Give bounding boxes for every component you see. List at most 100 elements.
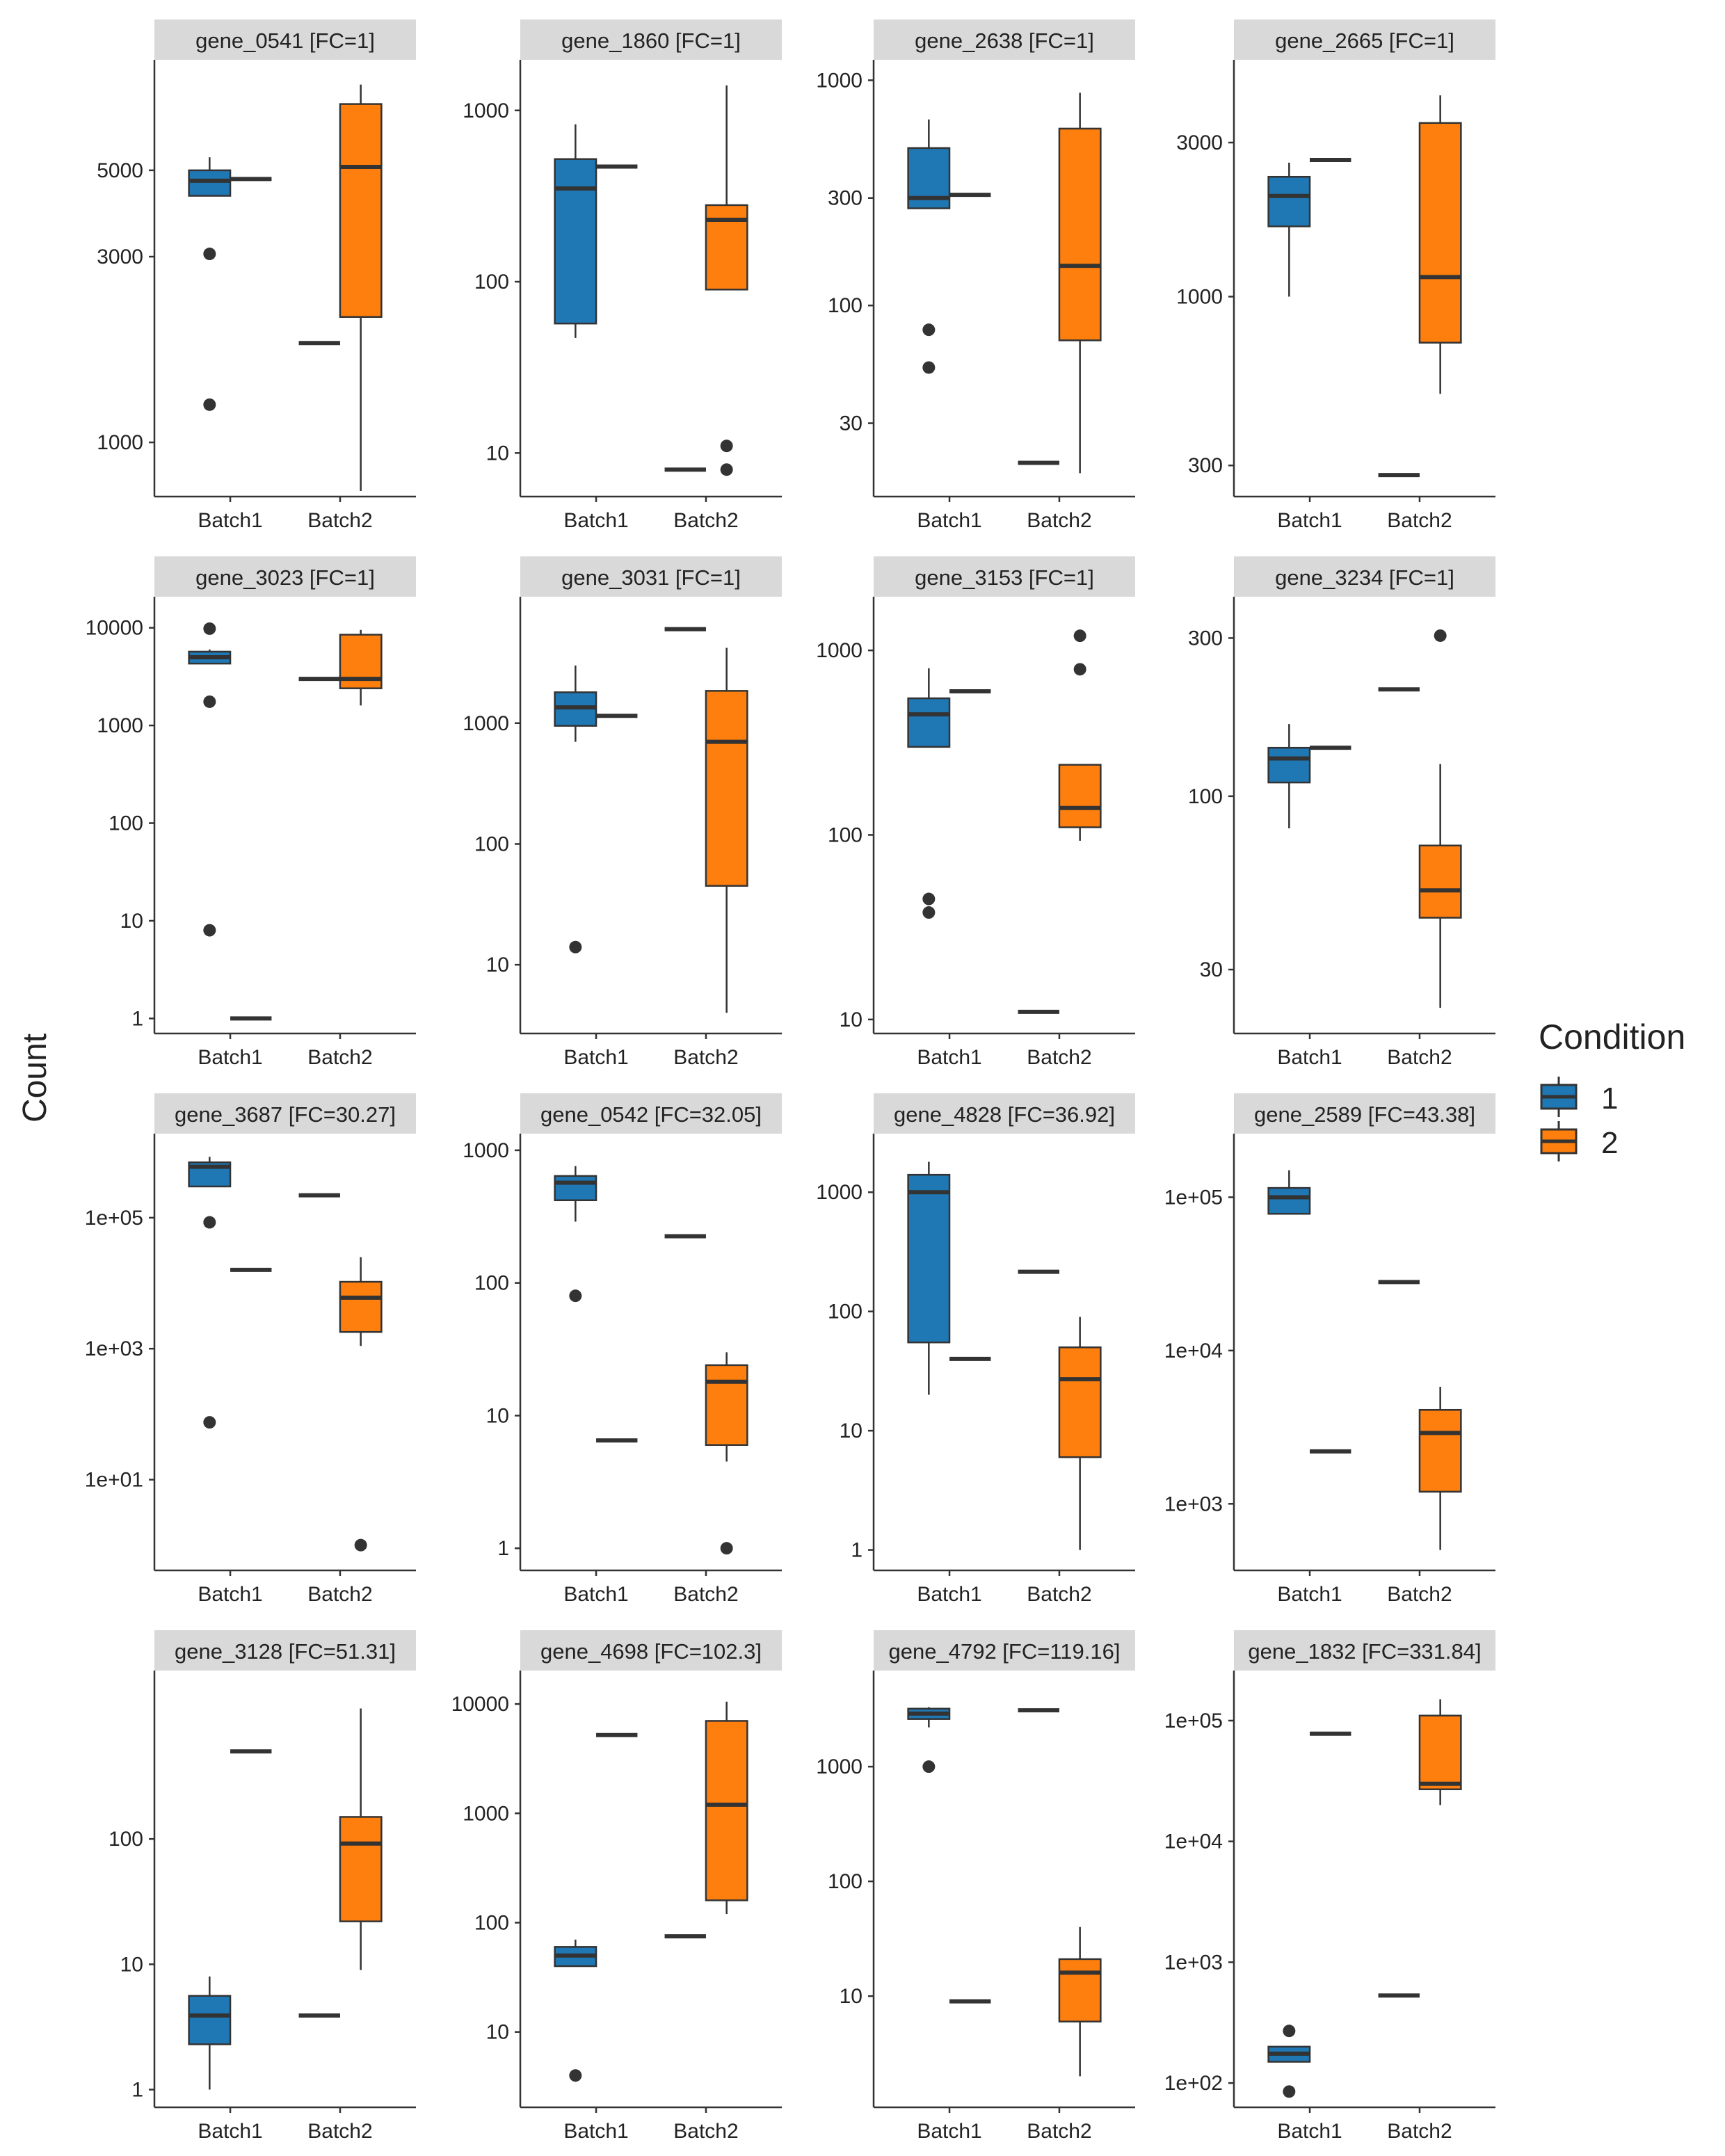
x-tick-label: Batch1 xyxy=(917,1583,981,1606)
box xyxy=(188,1995,232,2045)
y-tick-label: 10 xyxy=(486,1404,509,1427)
outlier-point xyxy=(1073,629,1086,643)
outlier-point xyxy=(922,361,936,374)
box xyxy=(339,1816,383,1922)
facet-panel: gene_3128 [FC=51.31] 1 10 100 Batch1 Batch2 xyxy=(109,1630,416,2143)
outlier-point xyxy=(1283,2085,1296,2098)
facet-title: gene_4828 [FC=36.92] xyxy=(894,1102,1115,1127)
facet-panel: gene_3023 [FC=1] 1 10 100 1000 10000 Batch1 Bat… xyxy=(86,556,416,1069)
legend: Condition 1 2 xyxy=(1539,1017,1685,1161)
y-tick-label: 100 xyxy=(828,824,862,847)
facet-strip xyxy=(520,1093,782,1134)
outlier-point xyxy=(569,2069,582,2082)
outlier-point xyxy=(354,1538,367,1552)
outlier-point xyxy=(922,1760,936,1773)
y-tick-label: 100 xyxy=(474,271,509,293)
facet-strip xyxy=(154,556,416,597)
x-tick-label: Batch2 xyxy=(1387,1046,1452,1069)
y-tick-label: 3000 xyxy=(1176,131,1223,154)
y-tick-label: 1 xyxy=(131,2079,143,2102)
facet-title: gene_2638 [FC=1] xyxy=(915,29,1094,53)
box xyxy=(339,1280,383,1333)
x-tick-label: Batch2 xyxy=(673,509,738,532)
x-tick-label: Batch2 xyxy=(307,509,372,532)
box xyxy=(188,169,232,197)
facet-title: gene_3234 [FC=1] xyxy=(1275,565,1454,590)
facet-title: gene_4792 [FC=119.16] xyxy=(889,1639,1121,1664)
box xyxy=(1058,1958,1102,2022)
y-axis-title: Count xyxy=(17,1033,54,1123)
box xyxy=(1267,746,1311,784)
y-tick-label: 1e+05 xyxy=(1164,1186,1223,1209)
x-tick-label: Batch1 xyxy=(563,509,628,532)
x-tick-label: Batch1 xyxy=(917,509,981,532)
x-tick-label: Batch2 xyxy=(307,1046,372,1069)
box xyxy=(1418,844,1462,919)
facet-title: gene_2665 [FC=1] xyxy=(1275,29,1454,53)
y-tick-label: 1000 xyxy=(463,712,509,735)
outlier-point xyxy=(203,248,216,261)
y-tick-label: 10 xyxy=(486,442,509,465)
facet-strip xyxy=(1234,1093,1495,1134)
y-tick-label: 100 xyxy=(474,832,509,855)
outlier-point xyxy=(203,622,216,635)
y-tick-label: 1e+01 xyxy=(85,1469,143,1492)
y-tick-label: 300 xyxy=(1188,627,1223,650)
x-tick-label: Batch2 xyxy=(307,1583,372,1606)
facet-strip xyxy=(1234,1630,1495,1671)
facet-title: gene_3687 [FC=30.27] xyxy=(175,1102,396,1127)
x-tick-label: Batch2 xyxy=(1027,509,1091,532)
x-tick-label: Batch1 xyxy=(563,1583,628,1606)
box xyxy=(1058,764,1102,828)
outlier-point xyxy=(569,940,582,954)
y-tick-label: 1e+03 xyxy=(85,1337,143,1360)
facet-title: gene_1832 [FC=331.84] xyxy=(1248,1639,1481,1664)
y-tick-label: 100 xyxy=(828,1301,862,1324)
facet-strip xyxy=(874,1093,1135,1134)
y-tick-label: 1000 xyxy=(816,69,862,92)
x-tick-label: Batch2 xyxy=(673,1583,738,1606)
facet-panel: gene_4792 [FC=119.16] 10 100 1000 Batch1 Batc… xyxy=(816,1630,1135,2143)
outlier-point xyxy=(922,906,936,919)
x-tick-label: Batch2 xyxy=(1027,1583,1091,1606)
legend-key-2: 2 xyxy=(1540,1121,1618,1161)
y-tick-label: 1e+03 xyxy=(1164,1951,1223,1974)
facet-panel: gene_4698 [FC=102.3] 10 100 1000 10000 Batch1… xyxy=(451,1630,782,2143)
legend-title: Condition xyxy=(1539,1017,1685,1056)
x-tick-label: Batch1 xyxy=(1277,509,1342,532)
facet-title: gene_2589 [FC=43.38] xyxy=(1254,1102,1475,1127)
facet-panel: gene_3687 [FC=30.27] 1e+01 1e+03 1e+05 Batch… xyxy=(85,1093,416,1606)
y-tick-label: 1 xyxy=(851,1539,862,1562)
facet-panels: gene_0541 [FC=1] 1000 3000 5000 Batch1 Batch2… xyxy=(85,19,1495,2143)
outlier-point xyxy=(203,1416,216,1429)
facet-title: gene_0542 [FC=32.05] xyxy=(540,1102,762,1127)
outlier-point xyxy=(203,398,216,411)
outlier-point xyxy=(720,440,733,453)
x-tick-label: Batch2 xyxy=(1027,1046,1091,1069)
y-tick-label: 10000 xyxy=(451,1693,509,1716)
x-tick-label: Batch1 xyxy=(917,2120,981,2143)
x-tick-label: Batch2 xyxy=(307,2120,372,2143)
facet-title: gene_4698 [FC=102.3] xyxy=(540,1639,762,1664)
outlier-point xyxy=(1283,2025,1296,2038)
y-tick-label: 1000 xyxy=(816,639,862,662)
facet-strip xyxy=(154,1093,416,1134)
y-tick-label: 1e+05 xyxy=(85,1207,143,1230)
y-tick-label: 1000 xyxy=(816,1755,862,1778)
facet-strip xyxy=(154,19,416,60)
y-tick-label: 10 xyxy=(840,1419,862,1442)
x-tick-label: Batch1 xyxy=(1277,1583,1342,1606)
facet-panel: gene_2589 [FC=43.38] 1e+03 1e+04 1e+05 Batch… xyxy=(1164,1093,1495,1606)
facet-title: gene_1860 [FC=1] xyxy=(561,29,741,53)
y-tick-label: 5000 xyxy=(97,159,143,182)
facet-panel: gene_2638 [FC=1] 30 100 300 1000 Batch1 Batch2 xyxy=(816,19,1135,532)
y-tick-label: 1e+03 xyxy=(1164,1493,1223,1515)
x-tick-label: Batch2 xyxy=(673,1046,738,1069)
y-tick-label: 1e+04 xyxy=(1164,1340,1223,1362)
y-tick-label: 10 xyxy=(120,1953,143,1976)
box xyxy=(1267,1186,1311,1215)
facet-strip xyxy=(520,556,782,597)
y-tick-label: 3000 xyxy=(97,246,143,268)
y-tick-label: 100 xyxy=(828,1870,862,1893)
outlier-point xyxy=(203,695,216,708)
